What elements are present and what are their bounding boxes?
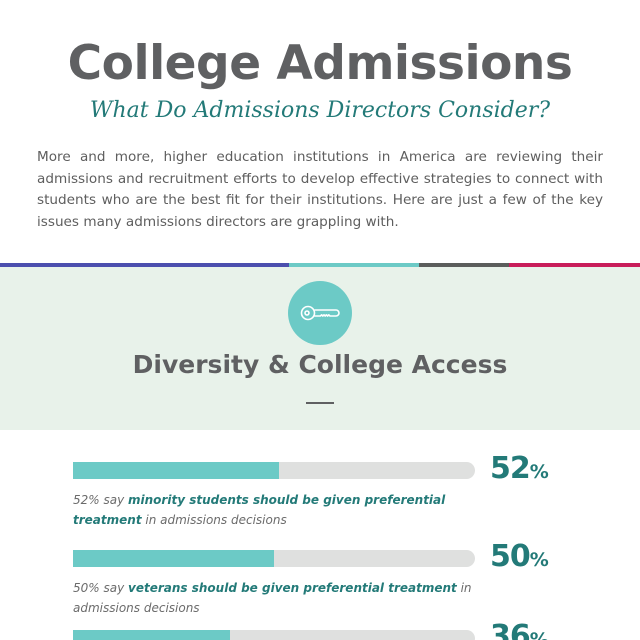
progress-fill [73, 550, 274, 567]
progress-track [73, 550, 475, 567]
section-underline [306, 402, 334, 404]
divider-segment-gray [419, 263, 509, 267]
infographic-subtitle: What Do Admissions Directors Consider? [89, 98, 551, 123]
color-divider [0, 263, 640, 267]
divider-segment-teal [289, 263, 419, 267]
stat-percentage: 36% [490, 619, 549, 640]
infographic-title: College Admissions [67, 36, 573, 91]
progress-track [73, 462, 475, 479]
divider-segment-blue [0, 263, 289, 267]
progress-track [73, 630, 475, 640]
section-header-diversity: Diversity & College Access [0, 267, 640, 430]
stat-description: 52% say minority students should be give… [73, 493, 446, 527]
stat-percentage: 52% [490, 451, 549, 486]
progress-fill [73, 630, 230, 640]
stat-percentage: 50% [490, 539, 549, 574]
key-icon [288, 281, 352, 345]
intro-paragraph: More and more, higher education institut… [37, 149, 603, 230]
stat-description: 50% say veterans should be given prefere… [73, 581, 472, 615]
divider-segment-crimson [509, 263, 640, 267]
section-title: Diversity & College Access [132, 350, 508, 379]
progress-fill [73, 462, 279, 479]
